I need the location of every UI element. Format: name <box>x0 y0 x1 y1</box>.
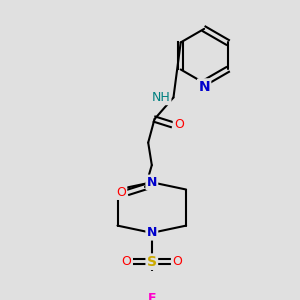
Text: NH: NH <box>152 91 170 104</box>
Text: O: O <box>116 186 126 199</box>
Text: N: N <box>147 226 157 239</box>
Text: N: N <box>198 80 210 94</box>
Text: O: O <box>122 255 131 268</box>
Text: N: N <box>198 80 210 94</box>
Text: F: F <box>148 292 156 300</box>
Text: O: O <box>172 255 182 268</box>
Text: N: N <box>147 176 157 189</box>
Text: O: O <box>174 118 184 131</box>
Text: S: S <box>147 255 157 269</box>
